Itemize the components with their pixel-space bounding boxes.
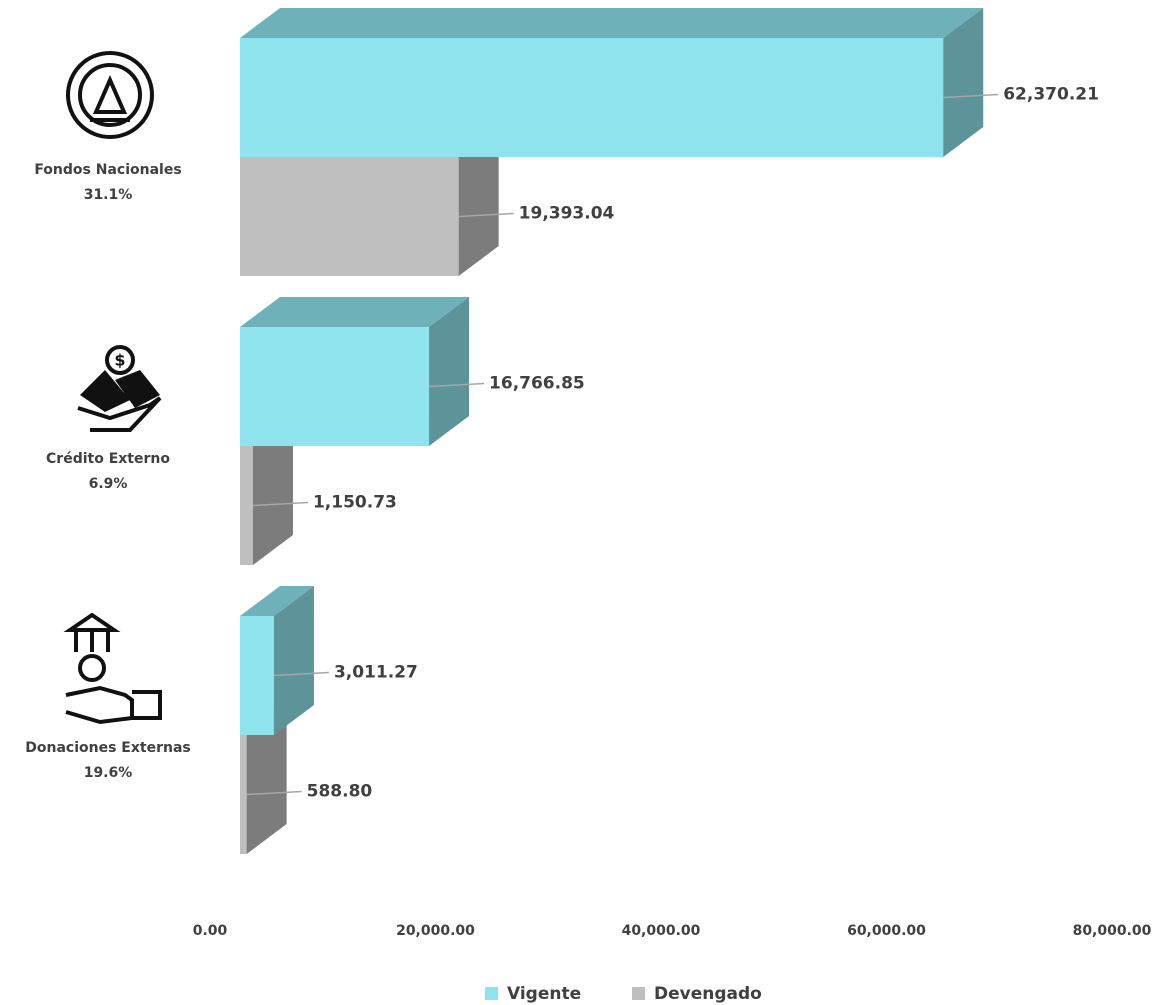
bar-top: [240, 297, 470, 327]
bar-side: [458, 127, 499, 276]
bar-side: [429, 297, 470, 446]
data-label: 16,766.85: [489, 374, 585, 394]
data-label: 19,393.04: [519, 204, 615, 224]
data-label: 3,011.27: [334, 663, 418, 683]
category-share: 6.9%: [89, 476, 128, 492]
category-share: 31.1%: [84, 187, 133, 203]
category-label: Crédito Externo: [46, 451, 170, 467]
data-label: 62,370.21: [1003, 85, 1099, 105]
category-label: Fondos Nacionales: [34, 162, 181, 178]
legend-label: Vigente: [507, 984, 581, 1004]
leader-line: [458, 212, 514, 218]
bar: [240, 735, 247, 854]
bar: [240, 327, 430, 446]
x-tick-label: 20,000.00: [396, 923, 475, 939]
data-label: 588.80: [307, 782, 373, 802]
category-share: 19.6%: [84, 765, 133, 781]
category-label: Donaciones Externas: [25, 740, 190, 756]
svg-text:$: $: [114, 351, 125, 370]
leader-line: [252, 501, 309, 507]
icon-donaciones: [63, 612, 162, 725]
leader-line: [943, 93, 999, 99]
bar: [240, 38, 944, 157]
bar-side: [273, 586, 314, 735]
bar: [240, 157, 459, 276]
legend-label: Devengado: [654, 984, 762, 1004]
x-tick-label: 40,000.00: [622, 923, 701, 939]
bar-top: [240, 586, 314, 616]
bar-side: [252, 416, 293, 565]
x-tick-label: 60,000.00: [847, 923, 926, 939]
bar-top: [240, 8, 984, 38]
leader-line: [429, 382, 485, 388]
bar: [240, 446, 253, 565]
bar: [240, 616, 274, 735]
icon-fondos: [66, 51, 154, 139]
icon-credito: $: [77, 345, 162, 432]
legend-swatch: [632, 987, 645, 1000]
x-tick-label: 0.00: [193, 923, 228, 939]
legend-swatch: [485, 987, 498, 1000]
leader-line: [273, 671, 329, 677]
bar-side: [943, 8, 984, 157]
bar-side: [246, 705, 287, 854]
data-label: 1,150.73: [313, 493, 397, 513]
x-tick-label: 80,000.00: [1073, 923, 1152, 939]
leader-line: [246, 790, 302, 796]
